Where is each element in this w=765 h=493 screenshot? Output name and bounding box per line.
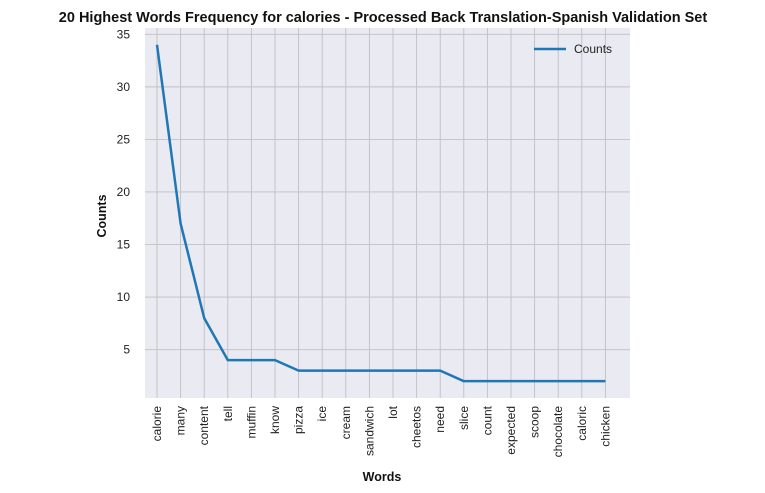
x-axis-label: Words [363,470,402,484]
x-tick-label: need [433,406,447,433]
y-tick-label: 10 [117,290,131,304]
y-tick-label: 5 [123,343,130,357]
legend-label: Counts [574,42,612,56]
x-tick-label: many [174,406,188,435]
x-tick-label: pizza [292,406,306,434]
x-tick-label: lot [386,405,400,418]
y-tick-label: 25 [117,132,131,146]
x-tick-label: chocolate [551,406,565,458]
x-tick-label: muffin [244,406,258,438]
plot-area [145,28,630,398]
y-axis: 5 10 15 20 25 30 35 [117,27,131,356]
x-tick-label: cheetos [410,406,424,448]
series-line [155,44,606,383]
x-tick-label: caloric [575,406,589,441]
chart-title: 20 Highest Words Frequency for calories … [59,10,708,26]
x-tick-label: scoop [528,406,542,438]
x-tick-label: chicken [598,406,612,447]
y-tick-label: 20 [117,185,131,199]
y-tick-label: 30 [117,80,131,94]
x-tick-label: slice [457,406,471,430]
x-tick-label: content [197,405,211,445]
y-tick-label: 15 [117,238,131,252]
x-tick-label: sandwich [362,406,376,456]
x-tick-label: know [268,406,282,434]
x-tick-label: calorie [150,406,164,442]
series-lines [155,44,606,383]
y-axis-label: Counts [95,194,109,237]
grid [145,28,630,398]
x-axis: calorie many content tell muffin know pizza ice… [150,405,612,457]
x-tick-label: cream [339,406,353,439]
y-tick-label: 35 [117,27,131,41]
x-tick-label: ice [315,406,329,422]
x-tick-label: tell [221,406,235,421]
x-tick-label: count [480,405,494,435]
x-tick-label: expected [504,406,518,455]
legend: Counts [534,42,612,56]
